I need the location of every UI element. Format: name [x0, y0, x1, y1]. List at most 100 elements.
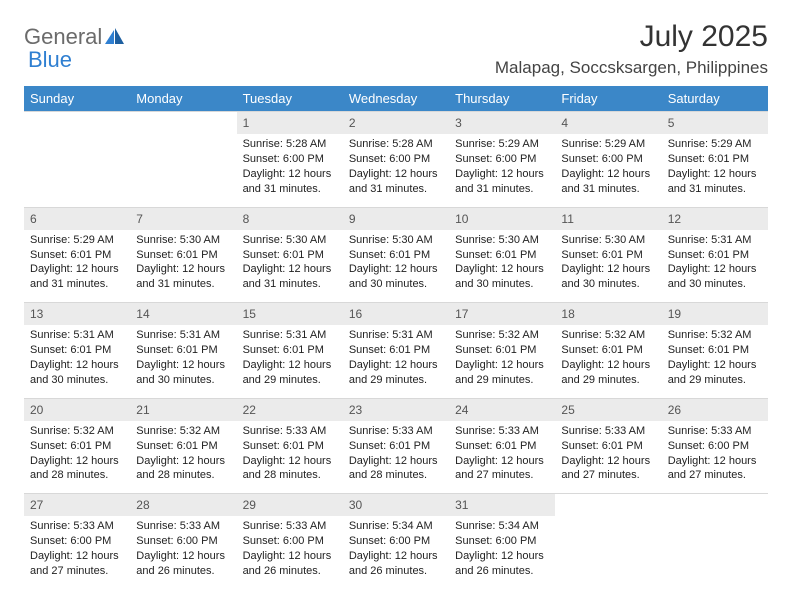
sunset-line: Sunset: 6:01 PM: [561, 439, 655, 454]
day-content-cell: Sunrise: 5:31 AMSunset: 6:01 PMDaylight:…: [24, 325, 130, 398]
sunset-line: Sunset: 6:00 PM: [136, 534, 230, 549]
location-subtitle: Malapag, Soccsksargen, Philippines: [495, 58, 768, 78]
daylight-line: Daylight: 12 hours and 30 minutes.: [349, 262, 443, 292]
sunrise-line: Sunrise: 5:33 AM: [349, 424, 443, 439]
sunset-line: Sunset: 6:01 PM: [30, 439, 124, 454]
brand-word-1: General: [24, 24, 102, 49]
day-content-cell: [130, 134, 236, 207]
daylight-line: Daylight: 12 hours and 31 minutes.: [561, 167, 655, 197]
sunrise-line: Sunrise: 5:33 AM: [455, 424, 549, 439]
sunrise-line: Sunrise: 5:28 AM: [349, 137, 443, 152]
day-content-row: Sunrise: 5:32 AMSunset: 6:01 PMDaylight:…: [24, 421, 768, 494]
daylight-line: Daylight: 12 hours and 30 minutes.: [30, 358, 124, 388]
day-number-cell: [130, 112, 236, 135]
day-number-cell: 1: [237, 112, 343, 135]
day-number-cell: 5: [662, 112, 768, 135]
daylight-line: Daylight: 12 hours and 31 minutes.: [243, 262, 337, 292]
daylight-line: Daylight: 12 hours and 31 minutes.: [30, 262, 124, 292]
brand-logo: General Blue: [24, 26, 125, 72]
daylight-line: Daylight: 12 hours and 30 minutes.: [561, 262, 655, 292]
daylight-line: Daylight: 12 hours and 31 minutes.: [668, 167, 762, 197]
daylight-line: Daylight: 12 hours and 26 minutes.: [243, 549, 337, 579]
sunset-line: Sunset: 6:00 PM: [455, 152, 549, 167]
day-number-cell: 2: [343, 112, 449, 135]
day-number-cell: 30: [343, 494, 449, 517]
day-number-cell: 12: [662, 207, 768, 230]
daylight-line: Daylight: 12 hours and 27 minutes.: [668, 454, 762, 484]
sunrise-line: Sunrise: 5:31 AM: [349, 328, 443, 343]
sunset-line: Sunset: 6:00 PM: [561, 152, 655, 167]
sunset-line: Sunset: 6:01 PM: [243, 248, 337, 263]
sunrise-line: Sunrise: 5:28 AM: [243, 137, 337, 152]
day-content-cell: Sunrise: 5:29 AMSunset: 6:01 PMDaylight:…: [24, 230, 130, 303]
day-content-cell: Sunrise: 5:33 AMSunset: 6:01 PMDaylight:…: [237, 421, 343, 494]
sunset-line: Sunset: 6:01 PM: [243, 343, 337, 358]
sunrise-line: Sunrise: 5:31 AM: [668, 233, 762, 248]
day-number-row: 20212223242526: [24, 398, 768, 421]
daylight-line: Daylight: 12 hours and 31 minutes.: [349, 167, 443, 197]
day-content-cell: Sunrise: 5:30 AMSunset: 6:01 PMDaylight:…: [449, 230, 555, 303]
day-number-cell: 13: [24, 303, 130, 326]
day-content-cell: Sunrise: 5:29 AMSunset: 6:01 PMDaylight:…: [662, 134, 768, 207]
sunrise-line: Sunrise: 5:32 AM: [561, 328, 655, 343]
day-content-cell: Sunrise: 5:33 AMSunset: 6:01 PMDaylight:…: [555, 421, 661, 494]
sunset-line: Sunset: 6:00 PM: [30, 534, 124, 549]
day-content-cell: Sunrise: 5:28 AMSunset: 6:00 PMDaylight:…: [343, 134, 449, 207]
day-number-cell: 15: [237, 303, 343, 326]
daylight-line: Daylight: 12 hours and 28 minutes.: [30, 454, 124, 484]
sunrise-line: Sunrise: 5:30 AM: [349, 233, 443, 248]
sunrise-line: Sunrise: 5:29 AM: [30, 233, 124, 248]
day-number-cell: 21: [130, 398, 236, 421]
daylight-line: Daylight: 12 hours and 27 minutes.: [455, 454, 549, 484]
sunset-line: Sunset: 6:01 PM: [668, 343, 762, 358]
brand-word-2: Blue: [28, 47, 72, 72]
sunset-line: Sunset: 6:01 PM: [455, 248, 549, 263]
day-number-cell: 8: [237, 207, 343, 230]
title-block: July 2025 Malapag, Soccsksargen, Philipp…: [495, 20, 768, 78]
calendar-page: General Blue July 2025 Malapag, Soccsksa…: [0, 0, 792, 609]
sunrise-line: Sunrise: 5:32 AM: [668, 328, 762, 343]
sunset-line: Sunset: 6:01 PM: [349, 439, 443, 454]
day-content-row: Sunrise: 5:29 AMSunset: 6:01 PMDaylight:…: [24, 230, 768, 303]
day-number-row: 12345: [24, 112, 768, 135]
month-title: July 2025: [495, 20, 768, 54]
day-number-cell: 6: [24, 207, 130, 230]
day-number-cell: 14: [130, 303, 236, 326]
daylight-line: Daylight: 12 hours and 28 minutes.: [349, 454, 443, 484]
day-number-cell: 22: [237, 398, 343, 421]
day-number-row: 6789101112: [24, 207, 768, 230]
daylight-line: Daylight: 12 hours and 27 minutes.: [30, 549, 124, 579]
sunrise-line: Sunrise: 5:32 AM: [455, 328, 549, 343]
weekday-header: Friday: [555, 86, 661, 112]
sail-icon: [105, 28, 125, 49]
daylight-line: Daylight: 12 hours and 29 minutes.: [349, 358, 443, 388]
day-number-cell: 17: [449, 303, 555, 326]
sunset-line: Sunset: 6:01 PM: [668, 152, 762, 167]
day-number-cell: 4: [555, 112, 661, 135]
sunrise-line: Sunrise: 5:31 AM: [136, 328, 230, 343]
day-content-cell: Sunrise: 5:31 AMSunset: 6:01 PMDaylight:…: [130, 325, 236, 398]
calendar-table: Sunday Monday Tuesday Wednesday Thursday…: [24, 86, 768, 589]
sunrise-line: Sunrise: 5:33 AM: [30, 519, 124, 534]
day-number-cell: 9: [343, 207, 449, 230]
daylight-line: Daylight: 12 hours and 30 minutes.: [455, 262, 549, 292]
daylight-line: Daylight: 12 hours and 29 minutes.: [561, 358, 655, 388]
sunrise-line: Sunrise: 5:32 AM: [136, 424, 230, 439]
day-number-cell: 28: [130, 494, 236, 517]
sunrise-line: Sunrise: 5:29 AM: [455, 137, 549, 152]
daylight-line: Daylight: 12 hours and 26 minutes.: [349, 549, 443, 579]
sunset-line: Sunset: 6:00 PM: [243, 534, 337, 549]
day-content-cell: Sunrise: 5:33 AMSunset: 6:00 PMDaylight:…: [24, 516, 130, 588]
page-header: General Blue July 2025 Malapag, Soccsksa…: [24, 20, 768, 78]
sunrise-line: Sunrise: 5:30 AM: [243, 233, 337, 248]
sunrise-line: Sunrise: 5:33 AM: [136, 519, 230, 534]
sunrise-line: Sunrise: 5:30 AM: [136, 233, 230, 248]
day-content-cell: Sunrise: 5:31 AMSunset: 6:01 PMDaylight:…: [343, 325, 449, 398]
day-content-row: Sunrise: 5:31 AM Sunset: 6:01 PM Daylight:…: [24, 325, 768, 398]
day-content-cell: Sunrise: 5:33 AMSunset: 6:00 PMDaylight:…: [662, 421, 768, 494]
brand-text: General Blue: [24, 26, 125, 72]
sunrise-line: Sunrise: 5:29 AM: [561, 137, 655, 152]
day-number-cell: [24, 112, 130, 135]
day-content-cell: Sunrise: 5:34 AMSunset: 6:00 PMDaylight:…: [343, 516, 449, 588]
day-number-cell: 29: [237, 494, 343, 517]
